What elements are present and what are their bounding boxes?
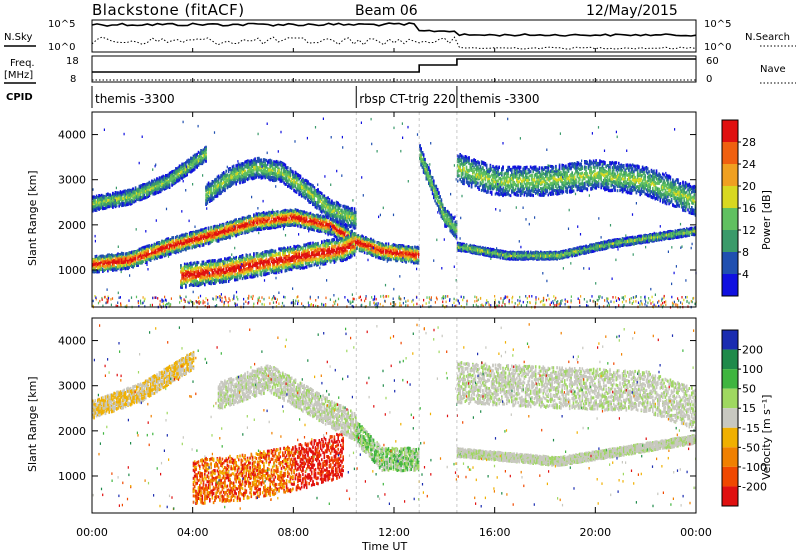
cpid-row: themis -3300 rbsp CT-trig 220 themis -3300 <box>92 86 540 108</box>
cpid-label: CPID <box>6 92 33 103</box>
x-tick-label: 12:00 <box>378 526 410 539</box>
colorbar-swatch <box>722 389 738 409</box>
y-tick-label: 4000 <box>58 129 86 142</box>
colorbar-swatch <box>722 274 738 296</box>
count-axis-bottom-left: 10^0 <box>48 42 75 53</box>
y-tick-label: 1000 <box>58 470 86 483</box>
colorbar-swatch <box>722 369 738 389</box>
y-tick-label: 1000 <box>58 264 86 277</box>
colorbar-swatch <box>722 208 738 230</box>
count-axis-top-left: 10^5 <box>48 19 75 30</box>
colorbar-swatch <box>722 120 738 142</box>
plot-canvas: Blackstone (fitACF) Beam 06 12/May/2015 … <box>0 0 800 554</box>
x-tick-label: 00:00 <box>76 526 108 539</box>
count-axis-bottom-right: 10^0 <box>704 42 731 53</box>
colorbar-swatch <box>722 428 738 448</box>
colorbar-tick-label: 15 <box>742 402 756 415</box>
y-tick-label: 3000 <box>58 174 86 187</box>
power-colorbar-label: Power [dB] <box>760 190 773 250</box>
colorbar-tick-label: 50 <box>742 383 756 396</box>
colorbar-swatch <box>722 447 738 467</box>
colorbar-tick-label: 12 <box>742 224 756 237</box>
nave-axis-top-right: 60 <box>706 56 719 67</box>
beam-label: Beam 06 <box>355 3 418 19</box>
y-tick-label: 2000 <box>58 219 86 232</box>
nave-axis-bottom-right: 0 <box>706 74 712 85</box>
nsearch-label: N.Search <box>745 32 790 43</box>
y-tick-label: 4000 <box>58 335 86 348</box>
freq-axis-top-left: 18 <box>66 56 79 67</box>
colorbar-swatch <box>722 350 738 370</box>
power-ylabel: Slant Range [km] <box>26 170 39 266</box>
freq-unit: [MHz] <box>4 70 33 81</box>
colorbar-swatch <box>722 252 738 274</box>
colorbar-swatch <box>722 408 738 428</box>
colorbar-tick-label: 8 <box>742 246 749 259</box>
y-tick-label: 3000 <box>58 380 86 393</box>
freq-axis-bottom-left: 8 <box>70 74 76 85</box>
power-panel <box>92 112 697 309</box>
y-tick-label: 2000 <box>58 425 86 438</box>
velocity-panel <box>92 318 696 513</box>
colorbar-tick-label: 16 <box>742 202 756 215</box>
colorbar-tick-label: 24 <box>742 158 756 171</box>
freq-label: Freq. <box>10 58 35 69</box>
nsearch-trace <box>92 37 696 49</box>
x-tick-label: 00:00 <box>680 526 712 539</box>
colorbar-tick-label: 28 <box>742 136 756 149</box>
x-tick-label: 08:00 <box>277 526 309 539</box>
nsky-label: N.Sky <box>4 32 32 43</box>
colorbar-swatch <box>722 467 738 487</box>
x-tick-label: 04:00 <box>177 526 209 539</box>
count-axis-top-right: 10^5 <box>704 19 731 30</box>
colorbar-swatch <box>722 164 738 186</box>
power-colorbar: 4 8 12 16 20 24 28 <box>722 120 756 296</box>
colorbar-tick-label: 20 <box>742 180 756 193</box>
cpid-segment-label-2: themis -3300 <box>460 92 540 106</box>
cpid-segment-label-0: themis -3300 <box>95 92 175 106</box>
colorbar-tick-label: -50 <box>742 441 760 454</box>
velocity-colorbar-label: Velocity [m s⁻¹] <box>760 395 773 480</box>
colorbar-tick-label: 100 <box>742 363 763 376</box>
x-tick-label: 20:00 <box>579 526 611 539</box>
colorbar-swatch <box>722 186 738 208</box>
colorbar-tick-label: -200 <box>742 480 767 493</box>
frequency-trace <box>92 59 696 72</box>
colorbar-swatch <box>722 486 738 506</box>
velocity-ylabel: Slant Range [km] <box>26 376 39 472</box>
colorbar-swatch <box>722 330 738 350</box>
colorbar-swatch <box>722 230 738 252</box>
nave-label: Nave <box>760 64 786 75</box>
date-label: 12/May/2015 <box>586 3 678 19</box>
cpid-segment-label-1: rbsp CT-trig 220 <box>359 92 455 106</box>
radar-summary-plot: Blackstone (fitACF) Beam 06 12/May/2015 … <box>0 0 800 554</box>
nsky-trace <box>92 23 696 36</box>
x-tick-label: 16:00 <box>479 526 511 539</box>
x-axis-label: Time UT <box>361 540 407 553</box>
colorbar-tick-label: 200 <box>742 344 763 357</box>
colorbar-swatch <box>722 142 738 164</box>
plot-title: Blackstone (fitACF) <box>92 1 245 19</box>
colorbar-tick-label: 4 <box>742 268 749 281</box>
colorbar-tick-label: -15 <box>742 422 760 435</box>
